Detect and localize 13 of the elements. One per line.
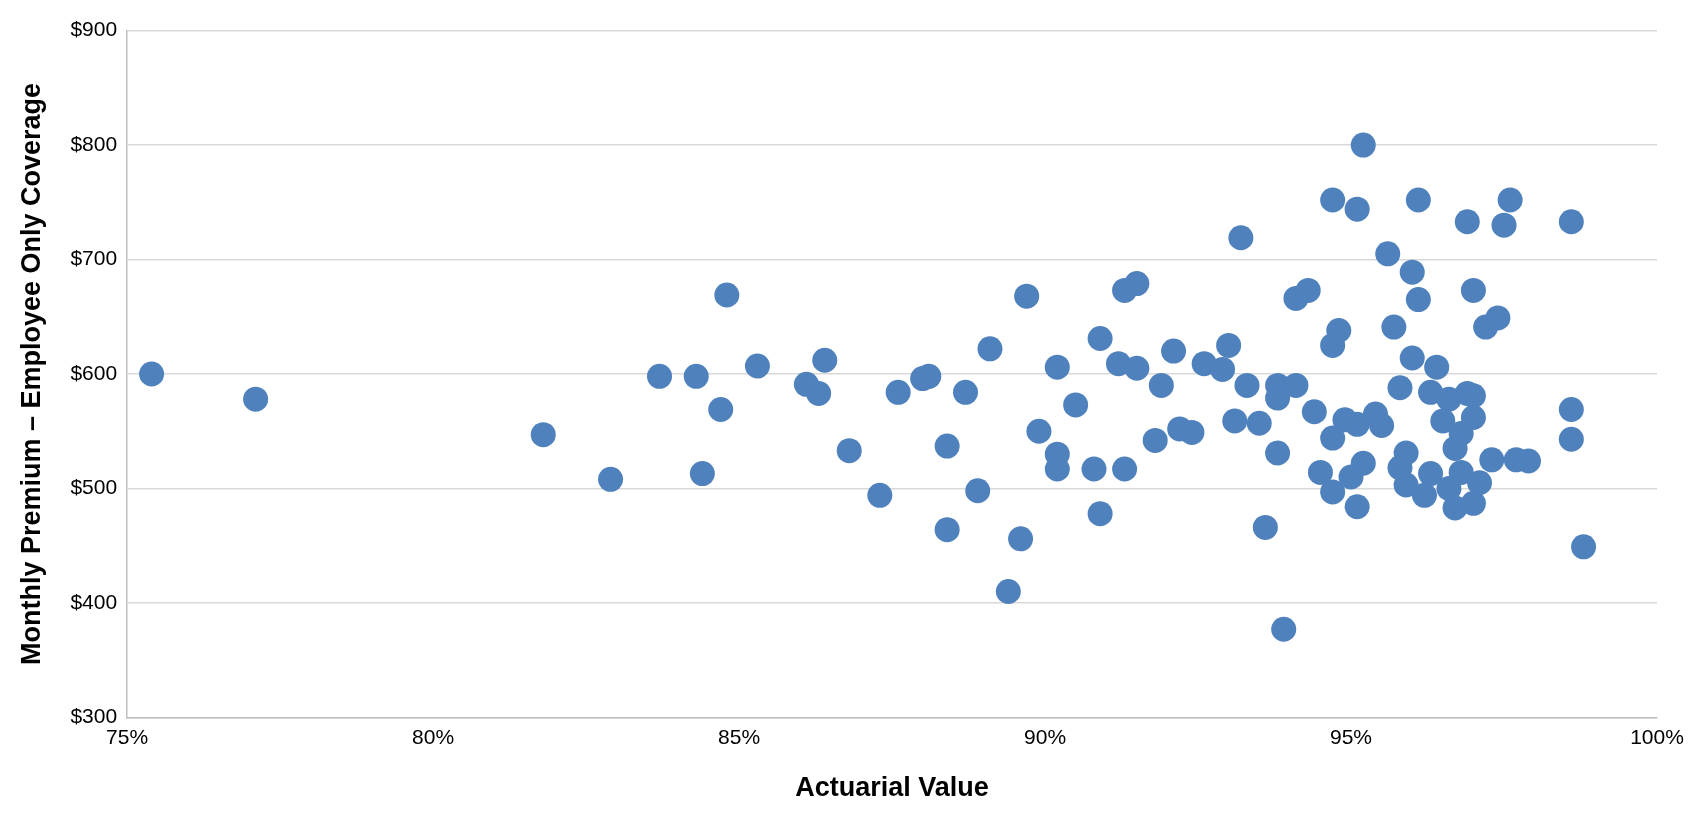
x-tick-label: 80% bbox=[412, 724, 455, 748]
y-tick-label: $700 bbox=[70, 246, 118, 270]
x-tick-label: 95% bbox=[1330, 724, 1373, 748]
x-tick-label: 85% bbox=[718, 724, 761, 748]
x-tick-label: 90% bbox=[1024, 724, 1067, 748]
y-tick-label: $600 bbox=[70, 360, 118, 384]
y-tick-label: $800 bbox=[70, 131, 118, 155]
y-tick-label: $400 bbox=[70, 589, 118, 613]
y-tick-label: $500 bbox=[70, 475, 118, 499]
y-tick-label: $900 bbox=[70, 17, 118, 41]
x-axis-title: Actuarial Value bbox=[795, 772, 989, 803]
x-tick-label: 100% bbox=[1630, 724, 1684, 748]
y-axis-title: Monthly Premium – Employee Only Coverage bbox=[15, 82, 46, 666]
